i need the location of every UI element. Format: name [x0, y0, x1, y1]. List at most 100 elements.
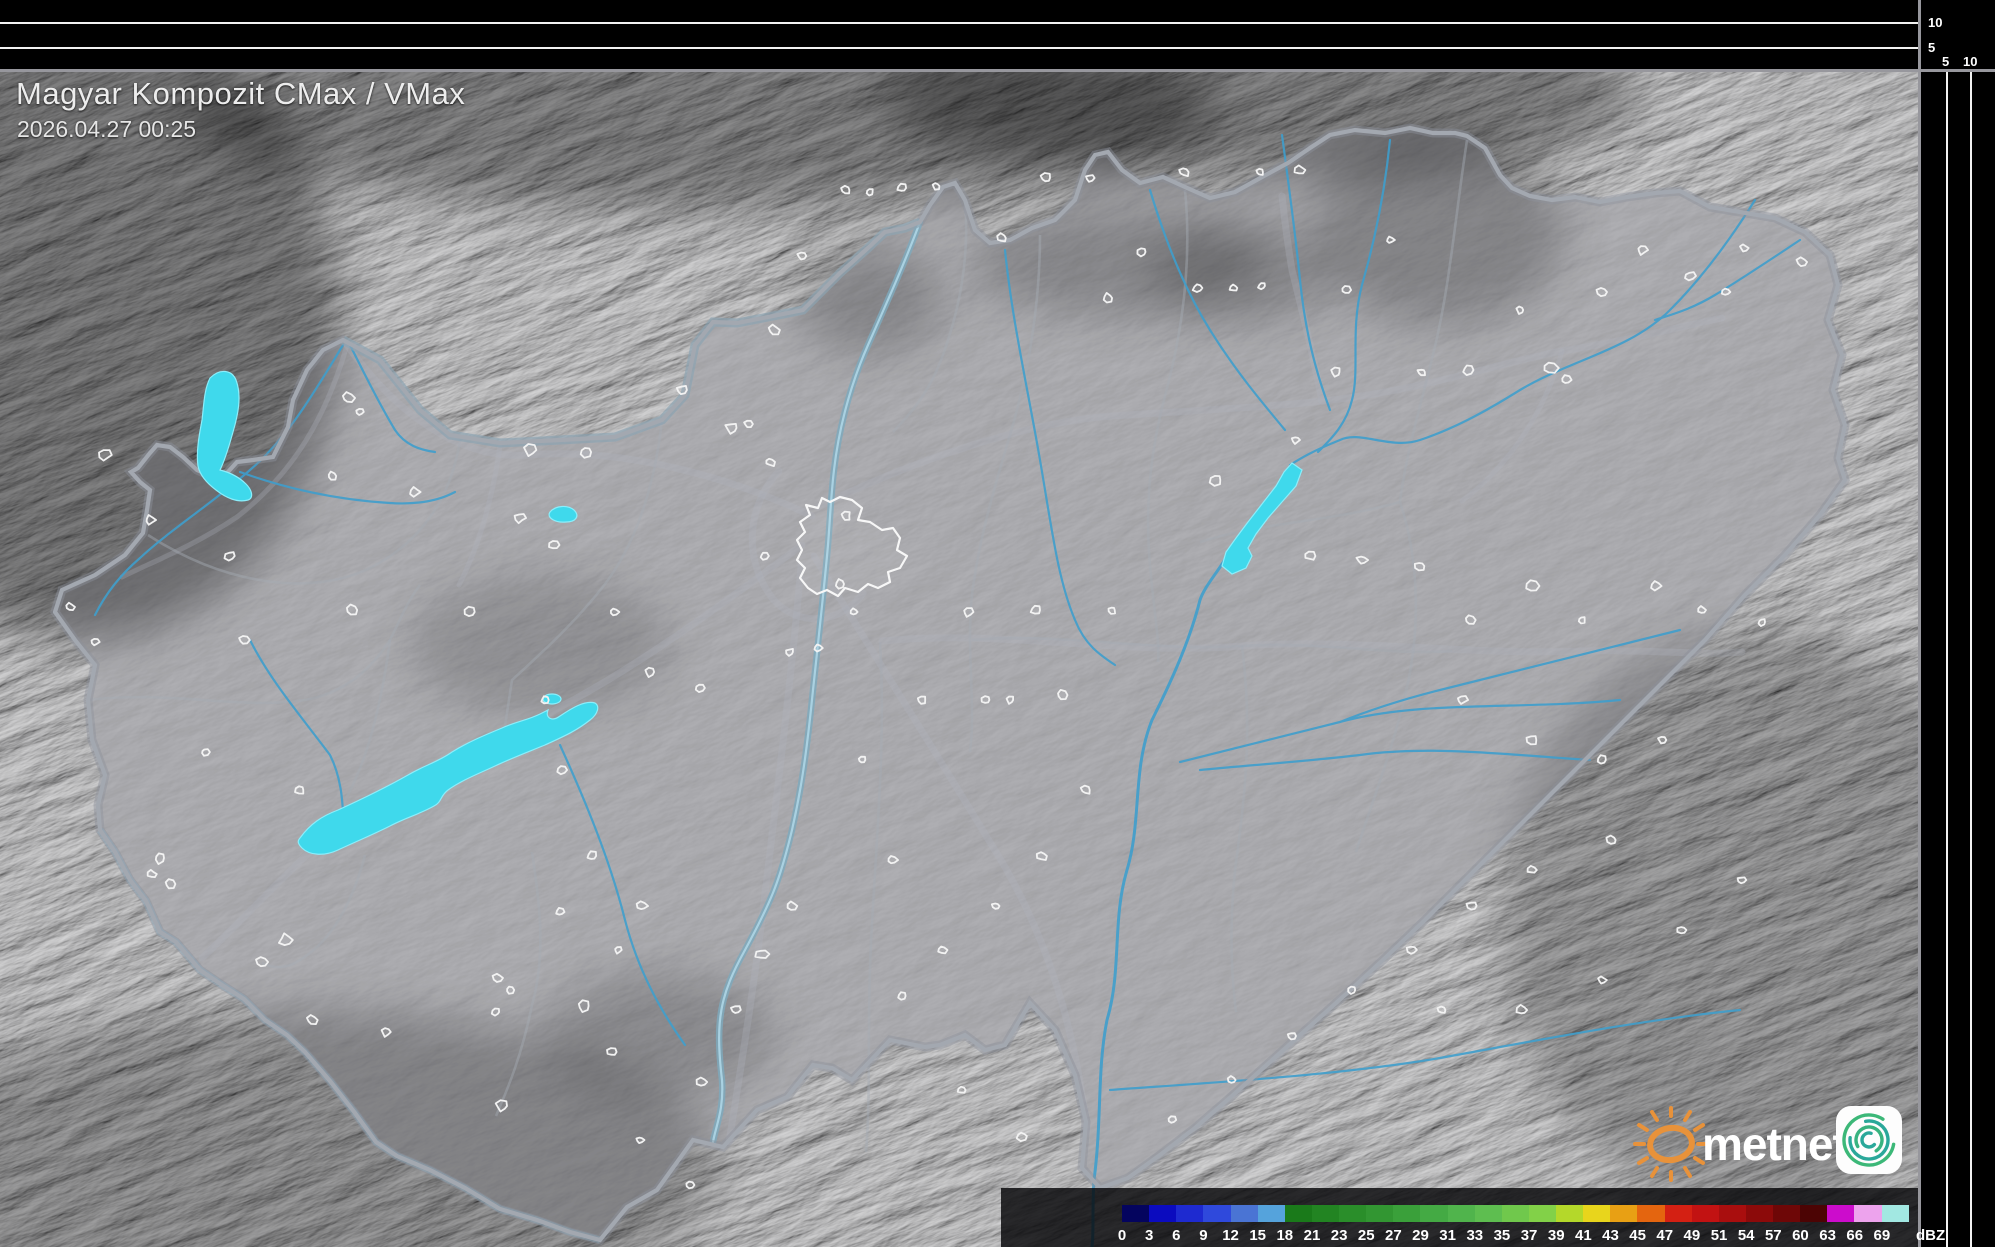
- settlement-outline: [635, 1136, 646, 1144]
- dbz-unit-label: dBZ: [1916, 1227, 1946, 1244]
- settlement-outline: [1697, 605, 1707, 614]
- settlement-outline: [1136, 247, 1147, 258]
- settlement-outline: [491, 972, 504, 983]
- dbz-label: 47: [1656, 1227, 1674, 1244]
- dbz-label: 54: [1737, 1227, 1755, 1244]
- dbz-label: 51: [1710, 1227, 1728, 1244]
- settlement-outline: [610, 607, 621, 617]
- panel-divider-vertical: [1918, 0, 1921, 1247]
- vmax-scale-corner: 10 5 5 10: [1922, 0, 1995, 70]
- settlement-outline: [796, 251, 808, 261]
- timestamp: 2026.04.27 00:25: [17, 116, 197, 142]
- settlement-outline: [685, 1180, 696, 1190]
- dbz-label: 23: [1330, 1227, 1348, 1244]
- dbz-label: 69: [1873, 1227, 1891, 1244]
- dbz-segment-63: [1827, 1205, 1855, 1222]
- gridline-5km-v: [1946, 72, 1948, 1247]
- settlement-outline: [579, 447, 592, 459]
- dbz-segment-39: [1556, 1205, 1584, 1222]
- settlement-outline: [1561, 374, 1573, 384]
- right-scale-tick-10: 10: [1963, 54, 1978, 69]
- dbz-label: 15: [1249, 1227, 1267, 1244]
- dbz-segment-6: [1176, 1205, 1204, 1222]
- settlement-outline: [840, 184, 851, 195]
- dbz-segment-27: [1393, 1205, 1421, 1222]
- dbz-segment-15: [1257, 1205, 1285, 1222]
- dbz-colorbar: 0 3 6 9 12 15 18 21 23 25 27 29 31 33 35 37 39 41 43 45 47 49…: [1001, 1188, 1945, 1247]
- settlement-outline: [1515, 305, 1525, 315]
- settlement-outline: [1178, 167, 1190, 177]
- dbz-colorbar-track: [1122, 1205, 1909, 1222]
- dbz-label: 31: [1439, 1227, 1456, 1244]
- dbz-label: 39: [1547, 1227, 1565, 1244]
- settlement-outline: [1079, 784, 1091, 795]
- settlement-outline: [380, 1027, 392, 1038]
- dbz-segment-23: [1339, 1205, 1367, 1222]
- dbz-segment-21: [1311, 1205, 1339, 1222]
- dbz-segment-12: [1230, 1205, 1258, 1222]
- settlement-outline: [743, 419, 754, 428]
- settlement-outline: [1637, 245, 1649, 256]
- dbz-segment-41: [1583, 1205, 1611, 1222]
- settlement-outline: [963, 607, 975, 618]
- settlement-outline: [759, 551, 770, 561]
- settlement-outline: [980, 695, 991, 704]
- settlement-outline: [1795, 256, 1808, 267]
- settlement-outline: [1257, 282, 1266, 291]
- settlement-outlines: [65, 164, 1808, 1190]
- dbz-label: 66: [1846, 1227, 1864, 1244]
- dbz-label: 35: [1493, 1227, 1511, 1244]
- settlement-outline: [548, 540, 561, 550]
- settlement-outline: [1684, 271, 1697, 282]
- settlement-outline: [1413, 562, 1426, 572]
- settlement-outline: [1005, 695, 1014, 705]
- gridline-10km-v: [1970, 72, 1972, 1247]
- settlement-outline: [1465, 901, 1478, 911]
- settlement-outline: [238, 635, 251, 645]
- settlement-outline: [145, 514, 157, 526]
- dbz-segment-51: [1718, 1205, 1746, 1222]
- settlement-outline: [342, 391, 356, 403]
- settlement-outline: [1657, 736, 1668, 745]
- settlement-outline: [1386, 235, 1396, 244]
- settlement-outline: [1650, 580, 1663, 592]
- settlement-outline: [1057, 689, 1069, 701]
- settlement-outline: [849, 607, 859, 616]
- river-network: [93, 133, 1802, 1247]
- dbz-label: 29: [1412, 1227, 1429, 1244]
- dbz-label: 6: [1172, 1227, 1181, 1244]
- danube-river: [709, 218, 924, 1146]
- sun-icon: [1633, 1106, 1709, 1182]
- metnet-logo[interactable]: metnet: [1628, 1098, 1918, 1186]
- settlement-outline: [695, 1076, 709, 1087]
- settlement-outline: [278, 932, 294, 946]
- settlement-outline: [1035, 851, 1048, 861]
- gridline-5km: [0, 47, 1918, 49]
- settlement-outline: [1102, 292, 1113, 304]
- settlement-outline: [813, 643, 824, 653]
- settlement-outline: [409, 486, 422, 498]
- settlement-outline: [1330, 366, 1341, 378]
- settlement-outline: [1405, 945, 1418, 955]
- settlement-outline: [1347, 985, 1357, 995]
- settlement-outline: [154, 852, 165, 865]
- settlement-outline: [586, 850, 597, 860]
- settlement-outline: [1293, 164, 1307, 175]
- settlement-outline: [724, 423, 738, 435]
- radar-map: [0, 72, 1918, 1247]
- settlement-outline: [675, 385, 688, 395]
- dbz-label: 18: [1276, 1227, 1294, 1244]
- settlement-outline: [1465, 614, 1477, 625]
- dbz-segment-43: [1610, 1205, 1638, 1222]
- settlement-outline: [223, 551, 236, 562]
- lake-ferto: [196, 370, 253, 502]
- settlement-outline: [767, 323, 781, 336]
- settlement-outline: [294, 785, 305, 795]
- settlement-outline: [1736, 876, 1748, 885]
- settlement-outline: [644, 666, 655, 678]
- gridline-10km: [0, 22, 1918, 24]
- dbz-segment-25: [1366, 1205, 1394, 1222]
- settlement-outline: [1015, 1131, 1028, 1142]
- settlement-outline: [897, 991, 907, 1001]
